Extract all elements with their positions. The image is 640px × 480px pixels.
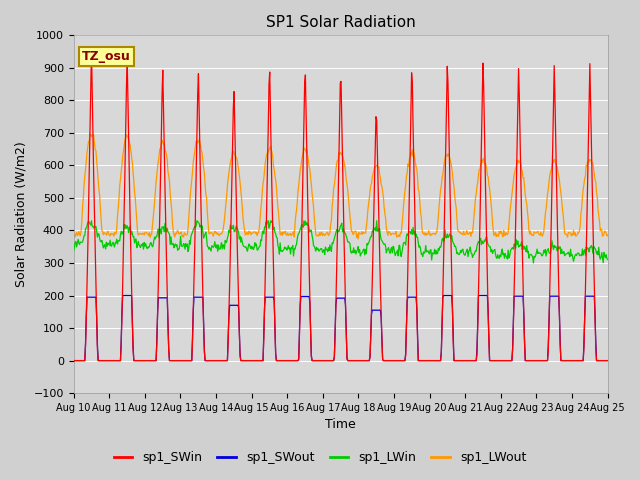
X-axis label: Time: Time bbox=[325, 419, 356, 432]
Title: SP1 Solar Radiation: SP1 Solar Radiation bbox=[266, 15, 415, 30]
Y-axis label: Solar Radiation (W/m2): Solar Radiation (W/m2) bbox=[15, 141, 28, 287]
Text: TZ_osu: TZ_osu bbox=[82, 49, 131, 63]
Legend: sp1_SWin, sp1_SWout, sp1_LWin, sp1_LWout: sp1_SWin, sp1_SWout, sp1_LWin, sp1_LWout bbox=[109, 446, 531, 469]
